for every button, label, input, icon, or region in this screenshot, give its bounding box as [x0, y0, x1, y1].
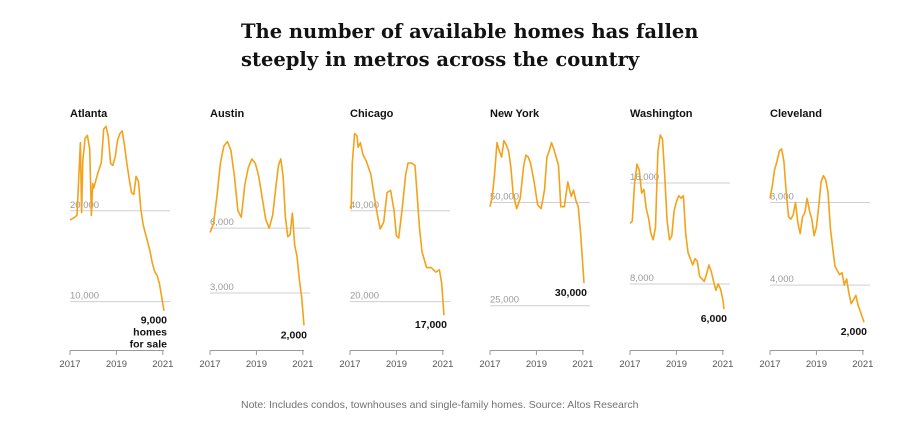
small-multiples-chart: Atlanta 20,000 10,000 2017 2019 2021 9,000home…: [59, 108, 873, 370]
y-tick-label-cleveland: 8,000: [770, 192, 794, 203]
x-tick-label-chicago: 2021: [432, 359, 453, 370]
city-label-cleveland: Cleveland: [770, 108, 822, 120]
city-label-chicago: Chicago: [350, 108, 394, 120]
city-label-austin: Austin: [210, 108, 245, 120]
x-tick-label-new-york: 2019: [526, 359, 547, 370]
series-line-atlanta: [69, 125, 165, 311]
end-value-label-atlanta: 9,000: [141, 315, 167, 327]
x-tick-label-austin: 2017: [199, 359, 220, 370]
x-tick-label-austin: 2019: [246, 359, 267, 370]
end-value-label-atlanta: for sale: [130, 339, 168, 351]
x-tick-label-cleveland: 2021: [852, 359, 873, 370]
chart-title: The number of available homes has fallen…: [241, 20, 699, 71]
x-tick-label-cleveland: 2017: [759, 359, 780, 370]
city-label-new-york: New York: [490, 108, 540, 120]
y-tick-label-atlanta: 10,000: [70, 291, 99, 302]
y-tick-label-washington: 16,000: [630, 172, 659, 183]
x-tick-label-new-york: 2017: [479, 359, 500, 370]
x-tick-label-washington: 2019: [666, 359, 687, 370]
x-tick-label-atlanta: 2021: [152, 359, 173, 370]
y-tick-label-atlanta: 20,000: [70, 200, 99, 211]
end-value-label-austin: 2,000: [281, 329, 307, 341]
city-label-washington: Washington: [630, 108, 693, 120]
x-tick-label-atlanta: 2019: [106, 359, 127, 370]
city-label-atlanta: Atlanta: [70, 108, 108, 120]
y-tick-label-washington: 8,000: [630, 273, 654, 284]
end-value-label-atlanta: homes: [133, 327, 167, 339]
series-line-cleveland: [769, 148, 865, 323]
y-tick-label-new-york: 25,000: [490, 295, 519, 306]
y-tick-label-new-york: 50,000: [490, 192, 519, 203]
x-tick-label-atlanta: 2017: [59, 359, 80, 370]
x-tick-label-chicago: 2017: [339, 359, 360, 370]
end-value-label-chicago: 17,000: [415, 319, 447, 331]
series-line-chicago: [349, 132, 445, 316]
source-note: Note: Includes condos, townhouses and si…: [241, 399, 639, 411]
x-tick-label-cleveland: 2019: [806, 359, 827, 370]
x-tick-label-washington: 2017: [619, 359, 640, 370]
y-tick-label-chicago: 40,000: [350, 200, 379, 211]
y-tick-label-austin: 6,000: [210, 217, 234, 228]
x-tick-label-new-york: 2021: [572, 359, 593, 370]
end-value-label-washington: 6,000: [701, 313, 727, 325]
series-line-washington: [629, 134, 725, 310]
end-value-label-new-york: 30,000: [555, 287, 587, 299]
y-tick-label-chicago: 20,000: [350, 291, 379, 302]
y-tick-label-austin: 3,000: [210, 282, 234, 293]
series-line-austin: [209, 140, 305, 326]
x-tick-label-chicago: 2019: [386, 359, 407, 370]
x-tick-label-austin: 2021: [292, 359, 313, 370]
y-tick-label-cleveland: 4,000: [770, 274, 794, 285]
x-tick-label-washington: 2021: [712, 359, 733, 370]
series-line-new-york: [489, 139, 585, 284]
end-value-label-cleveland: 2,000: [841, 326, 867, 338]
